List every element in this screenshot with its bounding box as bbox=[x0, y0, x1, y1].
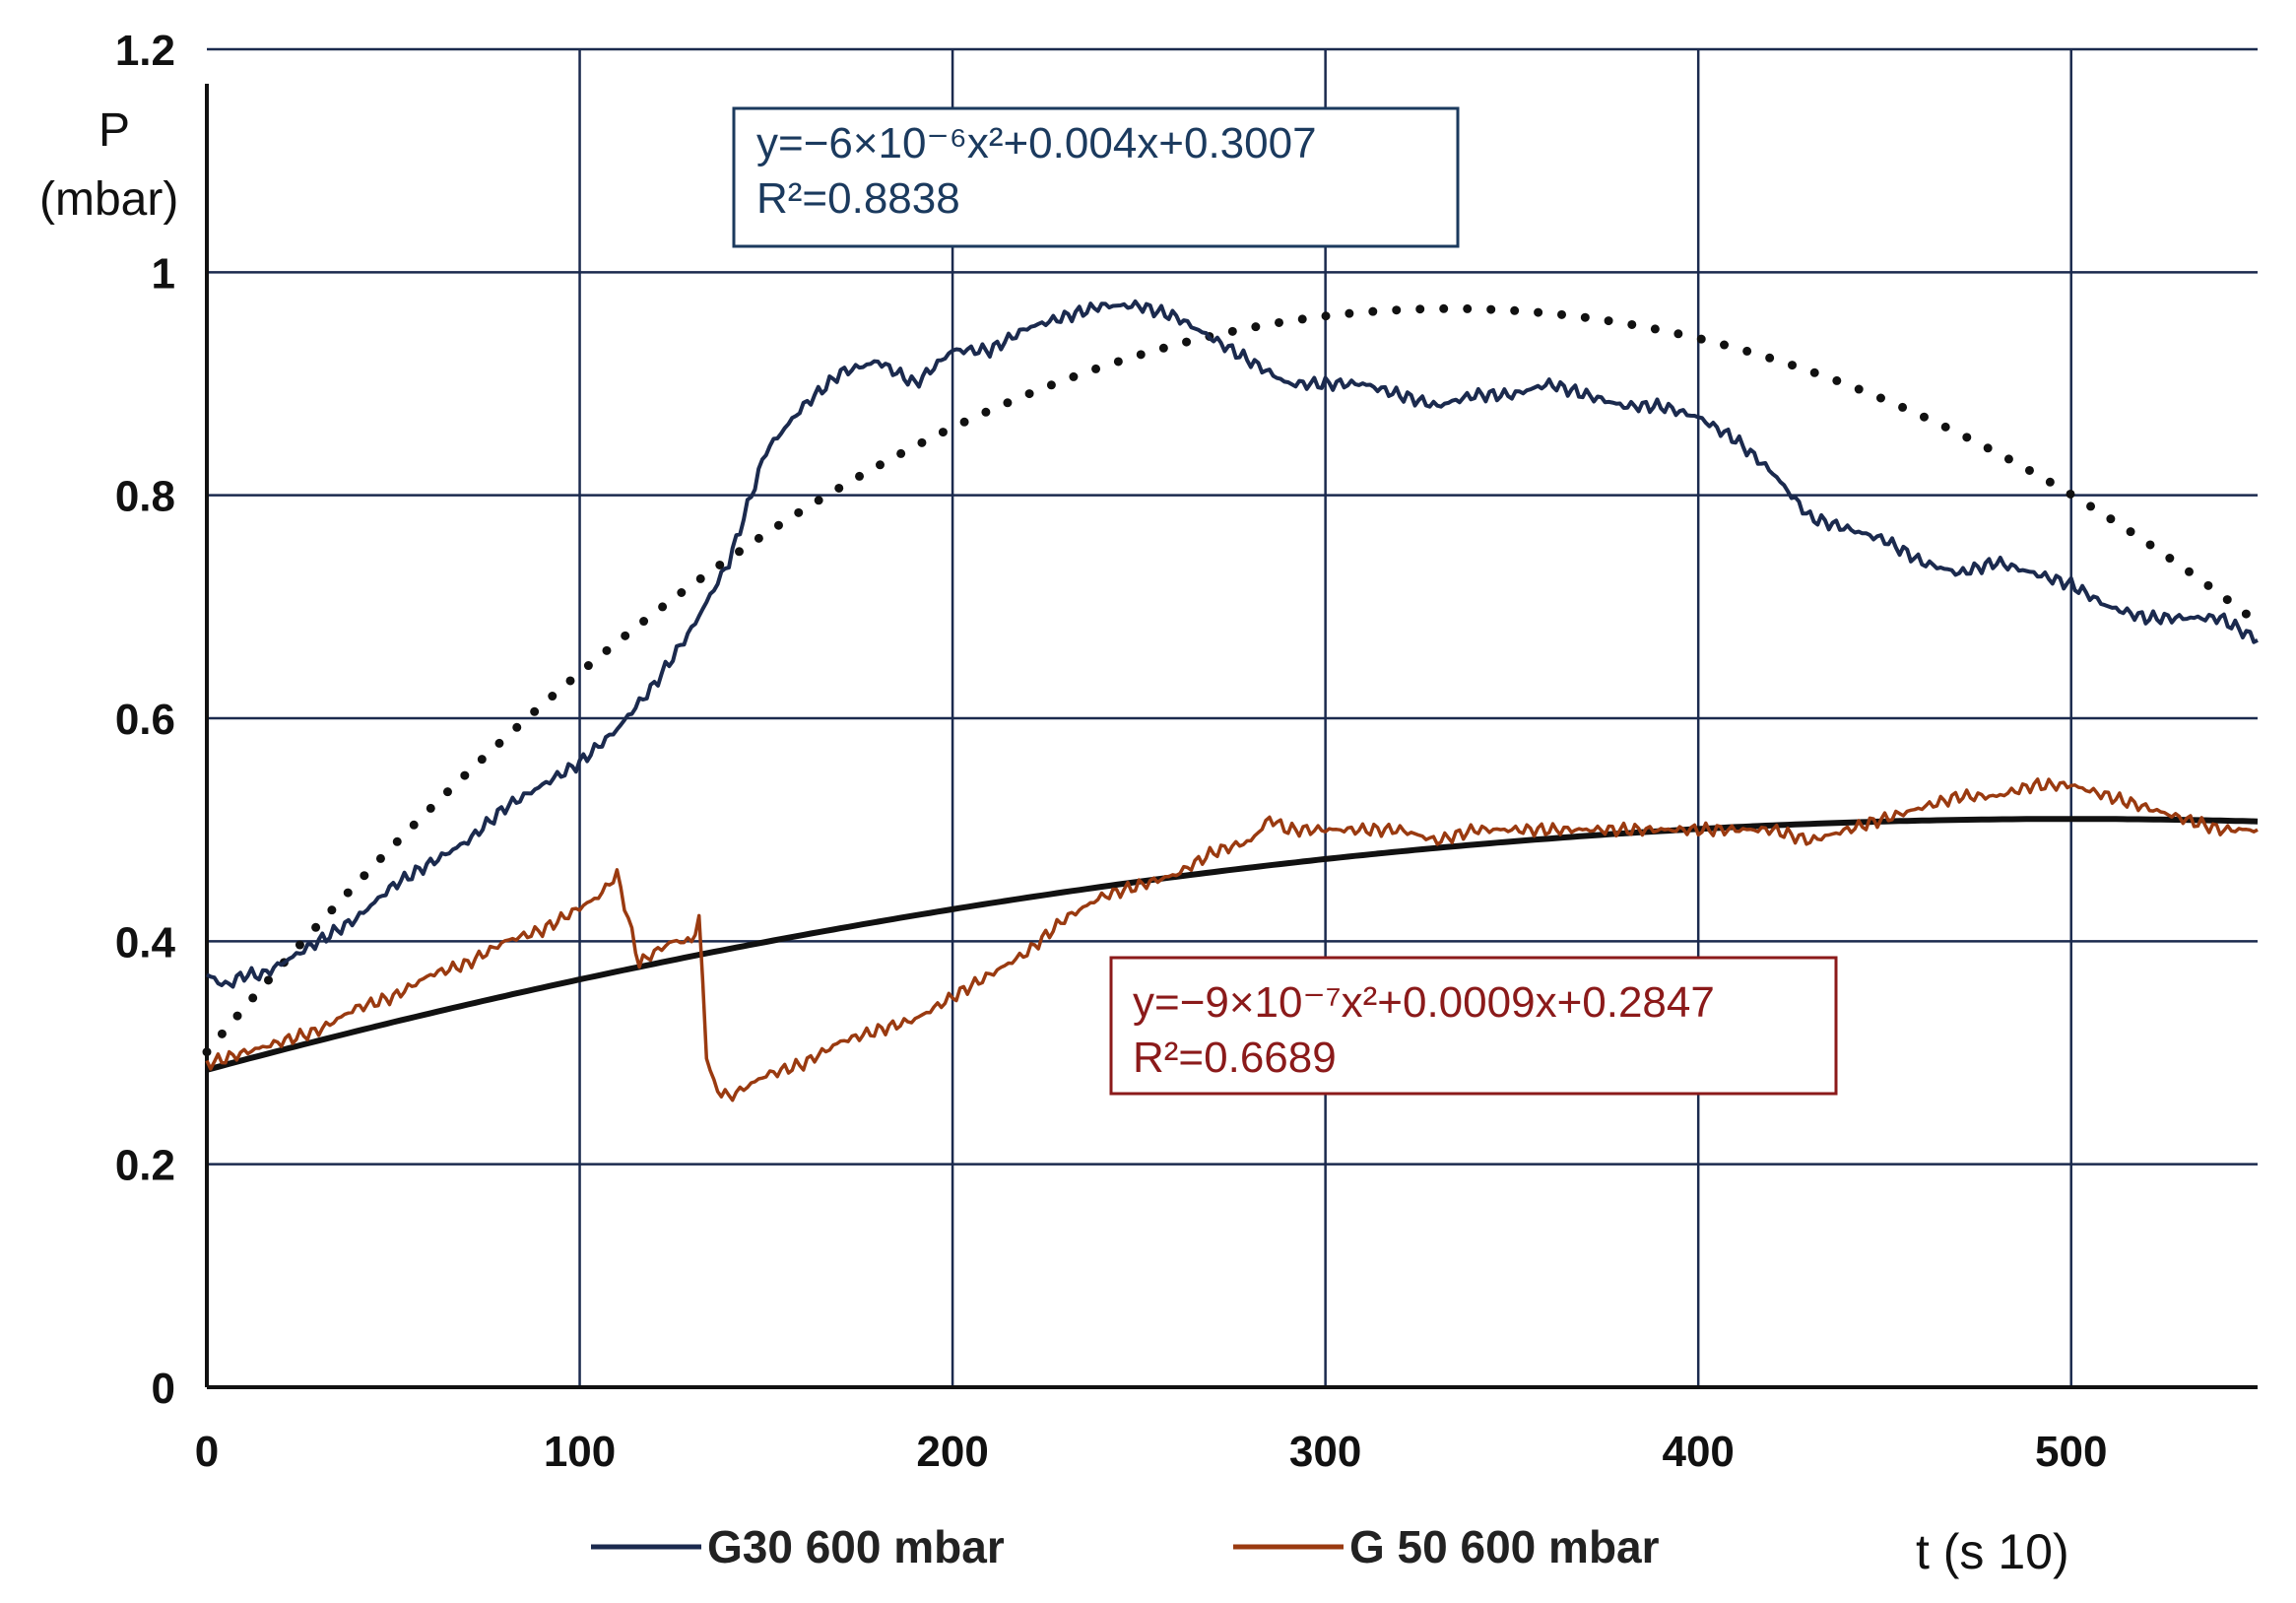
equation-g50: y=−9×10⁻⁷x²+0.0009x+0.2847 bbox=[1133, 978, 1715, 1027]
y-tick-label: 1.2 bbox=[115, 27, 175, 75]
y-tick-label: 0.2 bbox=[115, 1142, 175, 1190]
series bbox=[205, 299, 2259, 1102]
equation-box-g50: y=−9×10⁻⁷x²+0.0009x+0.2847 R²=0.6689 bbox=[1109, 956, 1838, 1096]
x-tick-label: 400 bbox=[1662, 1428, 1734, 1476]
grid bbox=[207, 47, 2258, 1387]
y-tick-label: 0.6 bbox=[115, 696, 175, 744]
equation-box-g50-frame bbox=[1109, 956, 1838, 1096]
r2-g30: R²=0.8838 bbox=[756, 174, 960, 223]
trendlines bbox=[202, 303, 2263, 1073]
x-tick-label: 300 bbox=[1289, 1428, 1361, 1476]
axes bbox=[205, 84, 2258, 1389]
legend-label-g50: G 50 600 mbar bbox=[1349, 1521, 1660, 1572]
x-axis-label: t (s 10) bbox=[1916, 1524, 2069, 1579]
series-line-g50 bbox=[205, 777, 2259, 1102]
y-axis-label-line1: P bbox=[98, 104, 130, 157]
trendline-g50 bbox=[206, 816, 2259, 1073]
equation-box-g30-frame bbox=[732, 106, 1460, 248]
x-tick-label: 0 bbox=[195, 1428, 219, 1476]
equation-box-g30: y=−6×10⁻⁶x²+0.004x+0.3007 R²=0.8838 bbox=[732, 106, 1460, 248]
x-tick-label: 200 bbox=[916, 1428, 988, 1476]
x-tick-label: 500 bbox=[2035, 1428, 2107, 1476]
y-tick-label: 1 bbox=[152, 249, 175, 298]
y-axis-label-line2: (mbar) bbox=[39, 173, 178, 226]
equation-g30: y=−6×10⁻⁶x²+0.004x+0.3007 bbox=[756, 119, 1317, 167]
trendline-g30 bbox=[202, 303, 2263, 1057]
legend: G30 600 mbar G 50 600 mbar bbox=[591, 1521, 1660, 1572]
r2-g50: R²=0.6689 bbox=[1133, 1034, 1337, 1082]
y-tick-label: 0.8 bbox=[115, 473, 175, 521]
tick-labels: 0 0.2 0.4 0.6 0.8 1 1.2 0 100 200 300 400 500 bbox=[115, 27, 2108, 1476]
y-tick-label: 0 bbox=[152, 1365, 175, 1413]
series-line-g30 bbox=[206, 299, 2259, 989]
x-tick-label: 100 bbox=[544, 1428, 616, 1476]
y-tick-label: 0.4 bbox=[115, 918, 176, 967]
legend-label-g30: G30 600 mbar bbox=[707, 1521, 1005, 1572]
